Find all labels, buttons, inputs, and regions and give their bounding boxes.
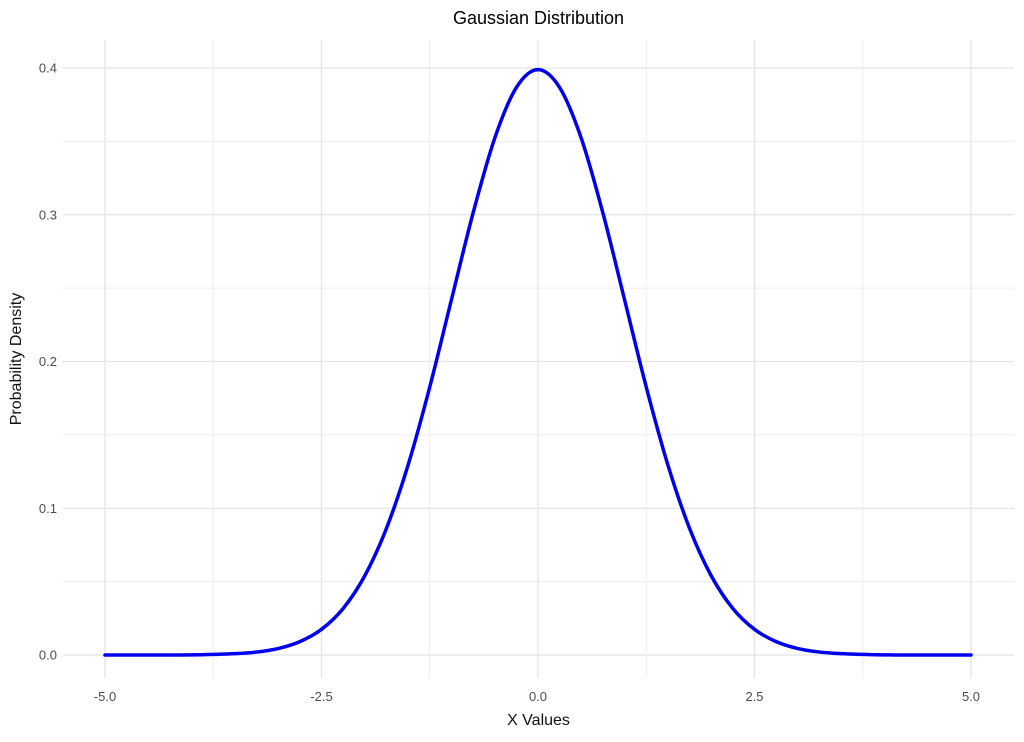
- x-tick-label: -5.0: [94, 689, 116, 704]
- x-axis-label: X Values: [507, 712, 570, 729]
- y-tick-label: 0.0: [39, 648, 57, 663]
- y-tick-label: 0.2: [39, 354, 57, 369]
- y-tick-label: 0.3: [39, 207, 57, 222]
- chart-title: Gaussian Distribution: [452, 8, 625, 28]
- y-tick-label: 0.4: [39, 61, 57, 76]
- x-tick-label: -2.5: [310, 689, 332, 704]
- x-tick-label: 2.5: [745, 689, 763, 704]
- y-tick-label: 0.1: [39, 501, 57, 516]
- x-tick-label: 5.0: [962, 689, 980, 704]
- y-axis-label: Probability Density: [8, 292, 25, 426]
- x-tick-label: 0.0: [529, 689, 547, 704]
- gaussian-curve: [103, 67, 973, 657]
